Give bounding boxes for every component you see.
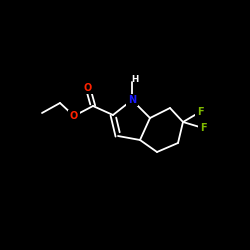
Text: F: F <box>200 123 206 133</box>
Text: H: H <box>132 76 138 84</box>
Text: O: O <box>70 111 78 121</box>
Text: O: O <box>84 83 92 93</box>
Text: F: F <box>197 107 203 117</box>
Text: N: N <box>128 95 136 105</box>
